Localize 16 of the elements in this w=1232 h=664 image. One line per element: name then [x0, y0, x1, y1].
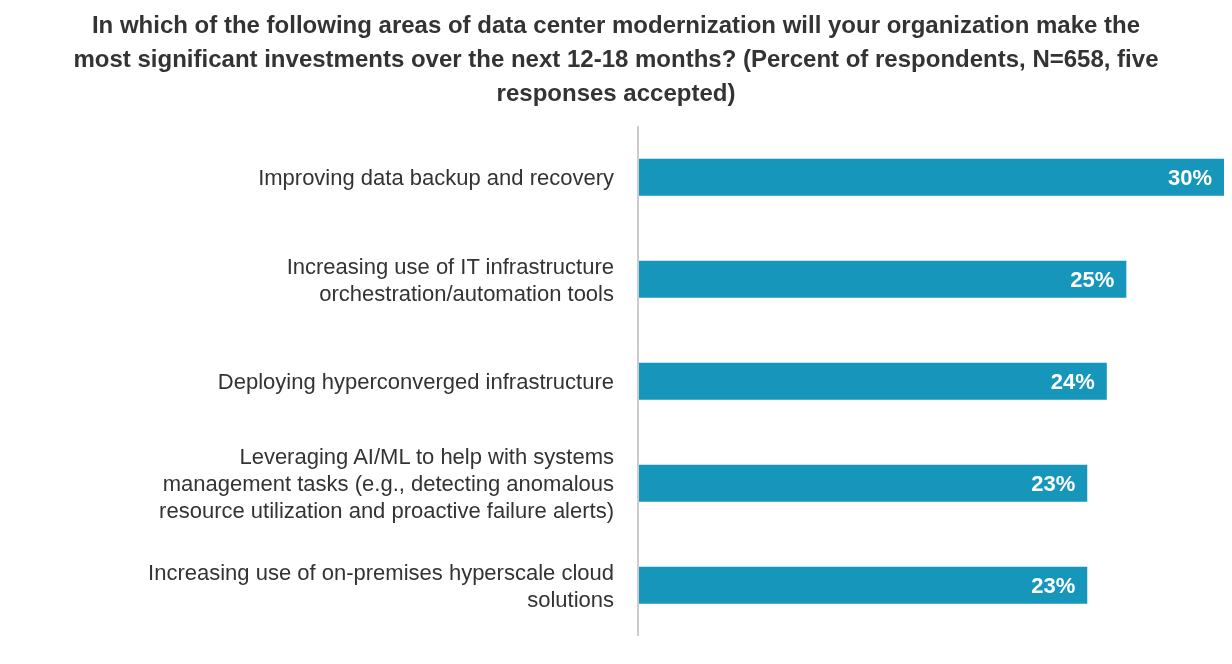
- data-label: 23%: [1031, 572, 1076, 598]
- data-label: 23%: [1031, 470, 1076, 496]
- bar: [638, 464, 1088, 502]
- bar: [638, 158, 1224, 196]
- y-tick-label: Leveraging AI/ML to help with systems management tasks (e.g., detecting anomalous resource utilization and proactive failure alerts): [159, 443, 614, 523]
- bar: [638, 566, 1088, 604]
- y-tick-label: Increasing use of IT infrastructure orchestration/automation tools: [286, 253, 614, 305]
- y-tick-label: Increasing use of on-premises hyperscale cloud solutions: [148, 559, 614, 611]
- bar: [638, 260, 1127, 298]
- y-tick-label: Deploying hyperconverged infrastructure: [217, 368, 614, 394]
- chart-title: In which of the following areas of data center modernization will your organization make the most significant investments over the next 12-18 months? (Percent of respondents, N=658, five responses accepted): [72, 10, 1160, 108]
- data-label: 30%: [1167, 164, 1212, 190]
- bar: [638, 362, 1107, 400]
- data-label: 25%: [1070, 266, 1115, 292]
- y-tick-label: Improving data backup and recovery: [258, 164, 614, 190]
- data-label: 24%: [1050, 368, 1095, 394]
